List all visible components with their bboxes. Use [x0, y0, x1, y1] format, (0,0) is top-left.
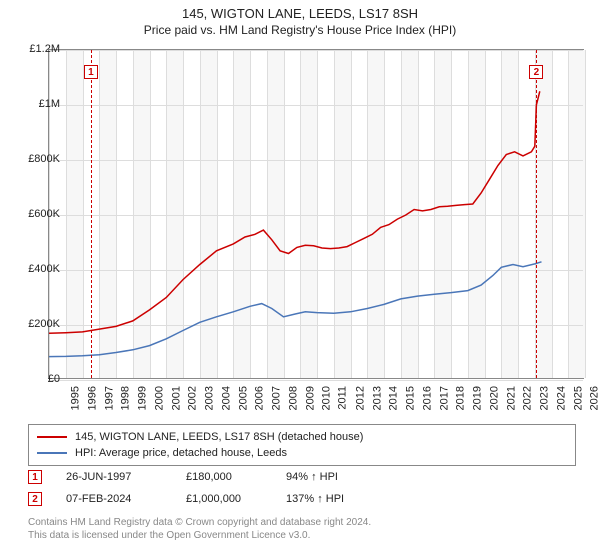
x-tick-label: 2004	[220, 386, 232, 410]
x-tick-label: 2025	[572, 386, 584, 410]
line-series-svg	[49, 50, 585, 380]
series-price_paid	[49, 91, 540, 333]
x-tick-label: 2005	[237, 386, 249, 410]
x-tick-label: 2015	[404, 386, 416, 410]
x-tick-label: 2019	[471, 386, 483, 410]
transactions-table: 1 26-JUN-1997£180,00094% ↑ HPI 2 07-FEB-202…	[28, 466, 386, 510]
x-tick-label: 2011	[337, 386, 349, 410]
marker-vline-1	[91, 50, 92, 378]
x-tick-label: 2009	[304, 386, 316, 410]
y-tick-label: £1.2M	[15, 43, 60, 55]
x-tick-label: 1995	[69, 386, 81, 410]
legend-swatch	[37, 436, 67, 438]
chart-container: 145, WIGTON LANE, LEEDS, LS17 8SH Price …	[0, 0, 600, 560]
x-tick-label: 2003	[203, 386, 215, 410]
x-tick-label: 1998	[120, 386, 132, 410]
x-tick-label: 2002	[187, 386, 199, 410]
marker-vline-2	[536, 50, 537, 378]
transaction-pct: 94% ↑ HPI	[286, 471, 386, 483]
x-tick-label: 2010	[321, 386, 333, 410]
chart-title: 145, WIGTON LANE, LEEDS, LS17 8SH	[0, 0, 600, 21]
x-tick-label: 2016	[421, 386, 433, 410]
transaction-date: 07-FEB-2024	[66, 493, 186, 505]
x-tick-label: 2018	[455, 386, 467, 410]
transaction-marker: 1	[28, 470, 42, 484]
x-tick-label: 2023	[538, 386, 550, 410]
plot-area: 12	[48, 49, 584, 379]
footer-line2: This data is licensed under the Open Gov…	[28, 529, 371, 542]
transaction-date: 26-JUN-1997	[66, 471, 186, 483]
x-tick-label: 1996	[86, 386, 98, 410]
x-tick-label: 2017	[438, 386, 450, 410]
x-tick-label: 2024	[555, 386, 567, 410]
x-tick-label: 2013	[371, 386, 383, 410]
chart-subtitle: Price paid vs. HM Land Registry's House …	[0, 21, 600, 41]
x-tick-label: 2001	[170, 386, 182, 410]
transaction-price: £1,000,000	[186, 493, 286, 505]
transaction-pct: 137% ↑ HPI	[286, 493, 386, 505]
x-tick-label: 1999	[136, 386, 148, 410]
legend-item: HPI: Average price, detached house, Leed…	[37, 445, 567, 461]
y-tick-label: £0	[15, 373, 60, 385]
legend: 145, WIGTON LANE, LEEDS, LS17 8SH (detac…	[28, 424, 576, 466]
legend-label: HPI: Average price, detached house, Leed…	[75, 447, 287, 459]
transaction-marker: 2	[28, 492, 42, 506]
x-tick-label: 2012	[354, 386, 366, 410]
transaction-price: £180,000	[186, 471, 286, 483]
x-tick-label: 2014	[388, 386, 400, 410]
legend-swatch	[37, 452, 67, 454]
y-tick-label: £200K	[15, 318, 60, 330]
legend-label: 145, WIGTON LANE, LEEDS, LS17 8SH (detac…	[75, 431, 363, 443]
legend-item: 145, WIGTON LANE, LEEDS, LS17 8SH (detac…	[37, 429, 567, 445]
transaction-row: 2 07-FEB-2024£1,000,000137% ↑ HPI	[28, 488, 386, 510]
y-tick-label: £1M	[15, 98, 60, 110]
x-tick-label: 2020	[488, 386, 500, 410]
x-tick-label: 2021	[505, 386, 517, 410]
x-tick-label: 2026	[589, 386, 600, 410]
y-tick-label: £600K	[15, 208, 60, 220]
x-tick-label: 2000	[153, 386, 165, 410]
marker-2: 2	[529, 65, 543, 79]
series-hpi	[49, 262, 542, 357]
y-tick-label: £800K	[15, 153, 60, 165]
x-tick-label: 1997	[103, 386, 115, 410]
footer-line1: Contains HM Land Registry data © Crown c…	[28, 516, 371, 529]
footer-attribution: Contains HM Land Registry data © Crown c…	[28, 516, 371, 542]
x-tick-label: 2007	[270, 386, 282, 410]
x-tick-label: 2006	[254, 386, 266, 410]
marker-1: 1	[84, 65, 98, 79]
y-tick-label: £400K	[15, 263, 60, 275]
x-tick-label: 2008	[287, 386, 299, 410]
x-tick-label: 2022	[522, 386, 534, 410]
transaction-row: 1 26-JUN-1997£180,00094% ↑ HPI	[28, 466, 386, 488]
